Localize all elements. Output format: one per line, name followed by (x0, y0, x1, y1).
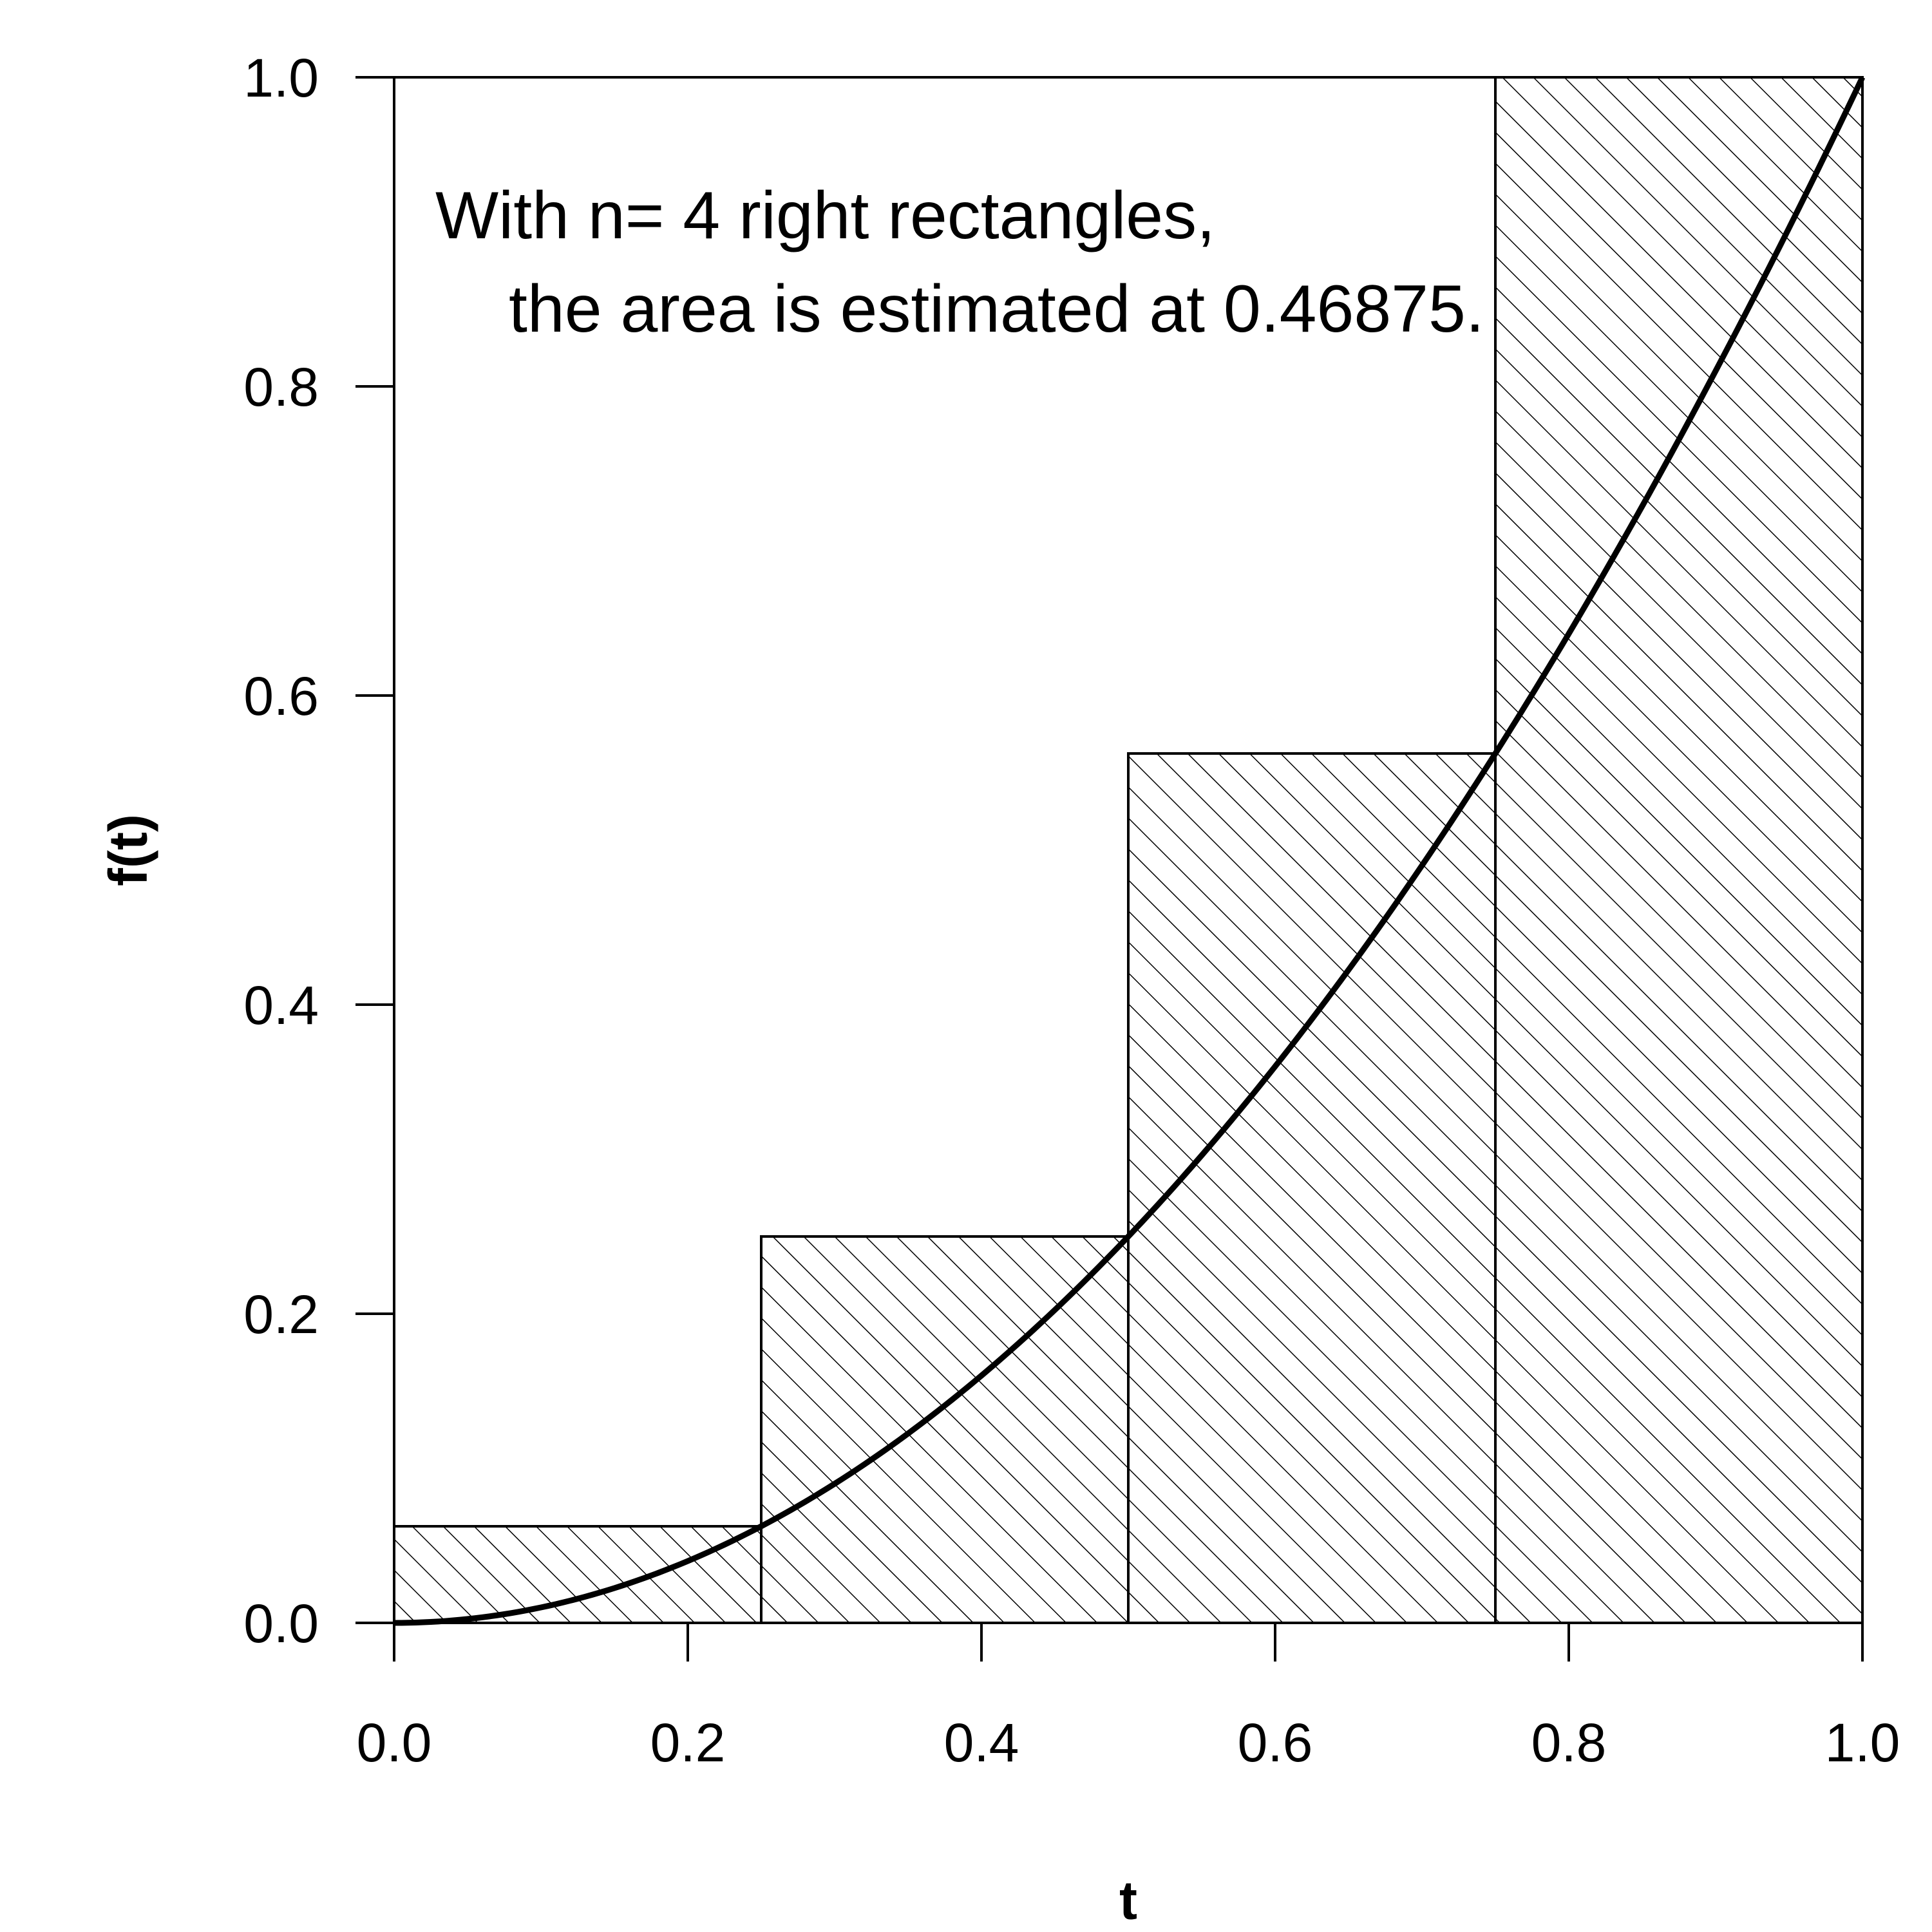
x-tick-label-2: 0.4 (944, 1712, 1019, 1773)
rectangle-4 (1494, 76, 1864, 1624)
rectangle-3 (1127, 752, 1497, 1624)
x-axis-title: t (1119, 1870, 1137, 1931)
y-axis-ticks: 0.0 0.2 0.4 0.6 0.8 1.0 (243, 48, 394, 1654)
rectangle-1 (393, 1525, 762, 1624)
x-axis-ticks: 0.0 0.2 0.4 0.6 0.8 1.0 (357, 1623, 1900, 1773)
y-tick-label-2: 0.4 (243, 975, 319, 1036)
x-tick-label-0: 0.0 (357, 1712, 432, 1773)
function-curve (393, 76, 1866, 1626)
plot-frame (393, 76, 1862, 1624)
y-tick-label-3: 0.6 (243, 666, 319, 726)
x-tick-label-1: 0.2 (650, 1712, 726, 1773)
x-tick-label-3: 0.6 (1238, 1712, 1313, 1773)
annotation-line-1: With n= 4 right rectangles, (435, 178, 1215, 253)
y-tick-label-4: 0.8 (243, 357, 319, 417)
y-tick-label-0: 0.0 (243, 1593, 319, 1654)
y-tick-label-1: 0.2 (243, 1284, 319, 1345)
y-tick-label-5: 1.0 (243, 48, 319, 108)
annotation-line-2: the area is estimated at 0.46875. (509, 272, 1484, 346)
rectangles (393, 76, 1864, 1624)
y-axis-title: f(t) (98, 814, 158, 886)
x-tick-label-5: 1.0 (1825, 1712, 1900, 1773)
x-tick-label-4: 0.8 (1531, 1712, 1607, 1773)
